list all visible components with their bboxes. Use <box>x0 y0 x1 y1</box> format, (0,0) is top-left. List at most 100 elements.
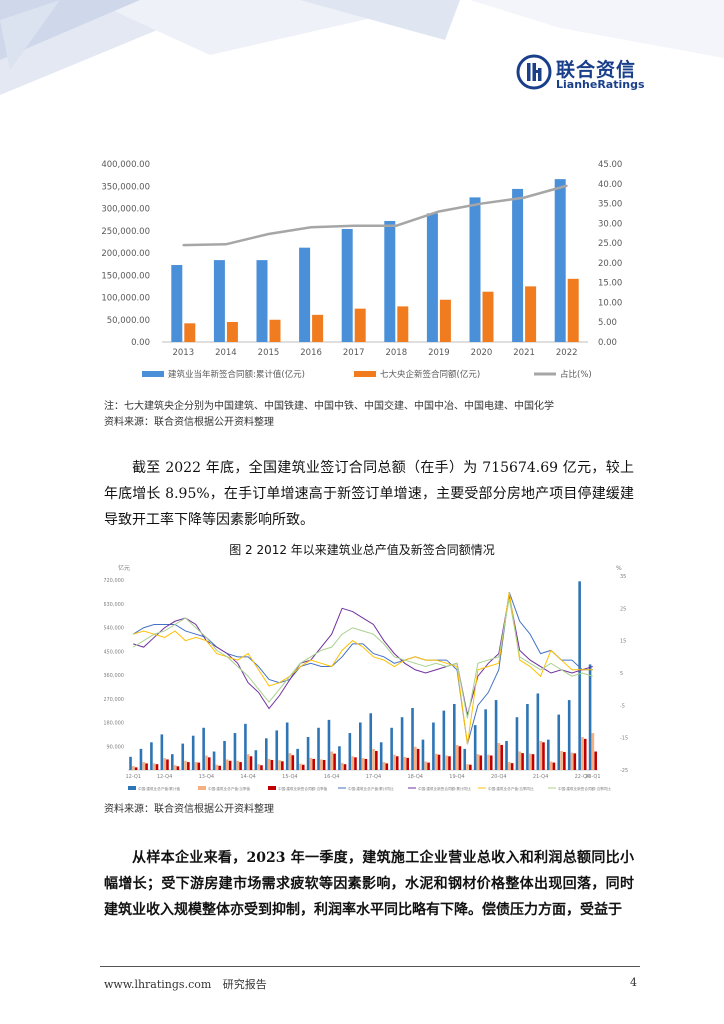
left-tick-label: 630,000 <box>104 602 124 608</box>
bar-output-quarterly <box>132 766 135 770</box>
bar-output-cumulative <box>317 727 320 770</box>
bar-contract-quarterly <box>406 757 409 770</box>
right-tick-label: 10.00 <box>598 298 622 308</box>
bar-output-quarterly <box>361 758 365 770</box>
share-point <box>523 196 526 199</box>
bar-contract-quarterly <box>291 755 295 770</box>
x-tick-label: 12-Q1 <box>125 774 140 780</box>
right-tick-label: -25 <box>620 768 628 774</box>
bar-output-cumulative <box>557 714 561 770</box>
bar-contract-quarterly <box>458 746 462 770</box>
share-point <box>267 233 270 236</box>
bar-contract-quarterly <box>542 742 545 770</box>
bar-output-cumulative <box>212 751 216 770</box>
legend-swatch <box>354 371 376 377</box>
bar-contract-quarterly <box>594 751 597 770</box>
bar-output-quarterly <box>288 753 292 770</box>
bar-output-cumulative <box>379 742 383 770</box>
bar-contract-quarterly <box>489 755 493 770</box>
legend-swatch <box>142 371 164 377</box>
bar-contract-quarterly <box>312 758 315 770</box>
left-tick-label: 720,000 <box>104 578 124 584</box>
page-number: 4 <box>630 976 637 989</box>
bar-output-quarterly <box>320 759 323 770</box>
x-tick-label: 2022 <box>556 348 578 358</box>
x-tick-label: 2013 <box>172 348 194 358</box>
left-tick-label: 90,000 <box>107 744 125 750</box>
bar-output-quarterly <box>173 765 177 770</box>
legend-label: 建筑业当年新签合同额:累计值(亿元) <box>168 369 305 380</box>
paragraph-1: 截至 2022 年底，全国建筑业签订合同总额（在手）为 715674.69 亿元… <box>104 460 634 528</box>
x-tick-label: 14-Q4 <box>240 774 255 780</box>
right-tick-label: 30.00 <box>598 219 622 229</box>
bar-output-cumulative <box>348 733 352 770</box>
bar-contract-quarterly <box>500 744 503 770</box>
bar-contract-quarterly <box>583 738 587 770</box>
left-tick-label: 350,000.00 <box>101 182 150 192</box>
bar-output-cumulative <box>202 727 205 770</box>
bar-output-quarterly <box>142 762 146 770</box>
bar-output-quarterly <box>508 762 511 770</box>
x-tick-label: 22-Q4 <box>575 774 590 780</box>
legend-label: 中国:建筑业新签合同额:当季同比 <box>558 786 611 791</box>
left-tick-label: 250,000.00 <box>101 227 150 237</box>
bar-output-cumulative <box>139 748 143 770</box>
bar-contract-quarterly <box>207 757 211 770</box>
bar-contract-quarterly <box>145 763 148 770</box>
bar-output-quarterly <box>581 737 584 770</box>
share-point <box>565 184 568 187</box>
bar-output-quarterly <box>382 762 386 770</box>
bar-output-cumulative <box>442 710 446 770</box>
bar-total-contract <box>213 260 225 342</box>
bar-contract-quarterly <box>521 753 524 770</box>
bar-output-cumulative <box>306 737 310 770</box>
chart1-note: 注：七大建筑央企分别为中国建筑、中国铁建、中国中铁、中国交建、中国中冶、中国电建… <box>104 401 554 412</box>
bar-output-quarterly <box>570 752 574 770</box>
legend-swatch <box>128 786 136 790</box>
left-tick-label: 180,000 <box>104 721 124 727</box>
x-tick-label: 17-Q4 <box>366 774 381 780</box>
legend-label: 中国:建筑业总产值:累计值 <box>138 786 180 791</box>
bar-contract-quarterly <box>479 755 483 770</box>
bar-output-cumulative <box>338 746 341 770</box>
bar-output-quarterly <box>340 762 344 770</box>
share-point <box>310 226 313 229</box>
share-point <box>352 224 355 227</box>
footer-url[interactable]: www.lhratings.com <box>104 978 212 991</box>
left-tick-label: 200,000.00 <box>101 249 150 259</box>
bar-output-quarterly <box>152 763 156 770</box>
bar-output-quarterly <box>267 758 271 770</box>
legend-swatch <box>198 786 206 790</box>
bar-output-quarterly <box>236 760 240 770</box>
share-point <box>437 210 440 213</box>
bar-output-quarterly <box>184 760 187 770</box>
bar-contract-quarterly <box>197 762 201 770</box>
legend-label: 中国:建筑业总产值:当季值 <box>208 786 250 791</box>
share-point <box>224 243 227 246</box>
bar-contract-quarterly <box>176 766 180 770</box>
bar-output-quarterly <box>403 756 407 770</box>
bar-output-cumulative <box>296 748 299 770</box>
line-yoy-3 <box>133 592 593 745</box>
bar-contract-quarterly <box>448 756 451 770</box>
right-tick-label: -5 <box>620 703 625 709</box>
bar-contract-quarterly <box>469 764 472 770</box>
bar-output-cumulative <box>536 693 540 770</box>
bar-output-cumulative <box>233 733 237 770</box>
legend-label: 中国:建筑业总产值:当季同比 <box>488 786 534 791</box>
brand-name-cn: 联合资信 <box>556 59 637 81</box>
bar-output-cumulative <box>150 742 153 770</box>
bar-output-quarterly <box>476 754 480 770</box>
right-tick-label: 25.00 <box>598 239 622 249</box>
bar-output-quarterly <box>455 744 459 770</box>
bar-output-cumulative <box>254 750 258 770</box>
share-line <box>183 184 568 247</box>
bar-output-cumulative <box>223 740 226 770</box>
bar-output-quarterly <box>518 751 522 770</box>
bar-output-quarterly <box>487 754 490 770</box>
right-tick-label: 15.00 <box>598 279 622 289</box>
bar-contract-quarterly <box>155 764 159 770</box>
bar-contract-quarterly <box>510 763 514 770</box>
bar-contract-quarterly <box>322 759 326 770</box>
bar-contract-quarterly <box>260 765 263 770</box>
